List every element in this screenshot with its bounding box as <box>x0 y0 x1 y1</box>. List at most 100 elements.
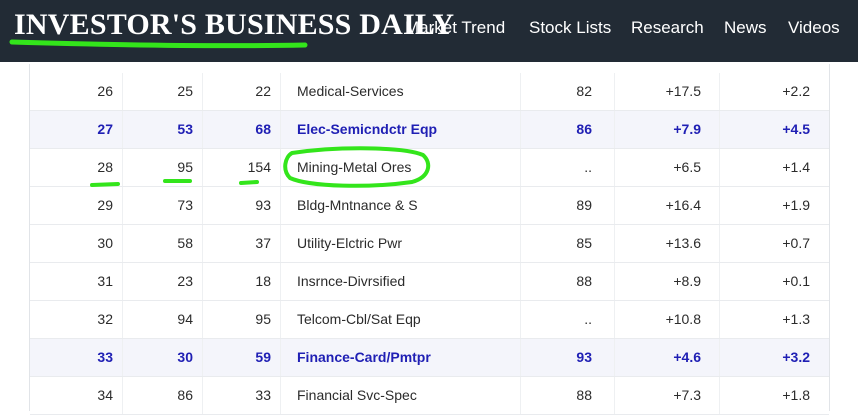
table-row[interactable]: 28 95 154 Mining-Metal Ores.. +6.5 +1.4 <box>30 149 829 187</box>
six-week-rank-cell: 59 <box>255 349 271 365</box>
rank-cell: 30 <box>97 235 113 251</box>
column-divider <box>614 301 615 338</box>
column-divider <box>122 301 123 338</box>
prev-rank-cell: 86 <box>177 387 193 403</box>
prev-rank-cell: 53 <box>177 121 193 137</box>
group-name-cell[interactable]: Bldg-Mntnance & S <box>297 197 418 213</box>
column-divider <box>202 149 203 186</box>
group-name-cell[interactable]: Financial Svc-Spec <box>297 387 417 403</box>
industry-group-table: 26 25 22 Medical-Services 82 +17.5 +2.2 27 53 68 E… <box>29 64 830 415</box>
composite-rating-cell: 93 <box>576 349 592 365</box>
rank-cell: 29 <box>97 197 113 213</box>
ytd-change-cell: +13.6 <box>665 235 701 251</box>
nav-videos[interactable]: Videos <box>788 18 840 37</box>
column-divider <box>202 263 203 300</box>
column-divider <box>614 225 615 262</box>
rank-cell: 27 <box>97 121 113 137</box>
column-divider <box>280 225 281 262</box>
column-divider <box>122 263 123 300</box>
daily-change-cell: +1.3 <box>782 311 810 327</box>
nav-market-trend[interactable]: Market Trend <box>405 18 506 37</box>
column-divider <box>280 187 281 224</box>
column-divider <box>719 377 720 414</box>
group-name-cell[interactable]: Utility-Elctric Pwr <box>297 235 402 251</box>
column-divider <box>719 73 720 110</box>
nav-stock-lists[interactable]: Stock Lists <box>529 18 612 37</box>
group-name-cell[interactable]: Elec-Semicndctr Eqp <box>297 121 438 137</box>
rank-cell: 34 <box>97 387 113 403</box>
six-week-rank-cell: 37 <box>255 235 271 251</box>
group-name-cell[interactable]: Finance-Card/Pmtpr <box>297 349 431 365</box>
column-divider <box>614 263 615 300</box>
daily-change-cell: +1.8 <box>782 387 810 403</box>
composite-rating-cell: 86 <box>576 121 592 137</box>
column-divider <box>520 149 521 186</box>
table-row[interactable]: 34 86 33 Financial Svc-Spec 88 +7.3 +1.8 <box>30 377 829 415</box>
daily-change-cell: +0.1 <box>782 273 810 289</box>
daily-change-cell: +4.5 <box>782 121 810 137</box>
column-divider <box>520 73 521 110</box>
column-divider <box>122 111 123 148</box>
column-divider <box>202 187 203 224</box>
group-name-cell[interactable]: Insrnce-Divrsified <box>297 273 406 289</box>
ytd-change-cell: +17.5 <box>665 83 701 99</box>
ytd-change-cell: +4.6 <box>673 349 701 365</box>
composite-rating-cell: 88 <box>576 387 592 403</box>
daily-change-cell: +3.2 <box>782 349 810 365</box>
table-row[interactable]: 30 58 37 Utility-Elctric Pwr 85 +13.6 +0.7 <box>30 225 829 263</box>
table-row[interactable]: 27 53 68 Elec-Semicndctr Eqp 86 +7.9 +4.5 <box>30 111 829 149</box>
composite-rating-cell: 88 <box>576 273 592 289</box>
composite-rating-cell: 85 <box>576 235 592 251</box>
six-week-rank-cell: 22 <box>255 83 271 99</box>
column-divider <box>202 339 203 376</box>
group-name-cell[interactable]: Mining-Metal Ores <box>297 159 412 175</box>
column-divider <box>122 339 123 376</box>
group-name-cell[interactable]: Medical-Services <box>297 83 404 99</box>
composite-rating-cell: 89 <box>576 197 592 213</box>
column-divider <box>122 73 123 110</box>
group-name-cell[interactable]: Telcom-Cbl/Sat Eqp <box>297 311 421 327</box>
column-divider <box>719 111 720 148</box>
column-divider <box>280 377 281 414</box>
table-row[interactable]: 32 94 95 Telcom-Cbl/Sat Eqp.. +10.8 +1.3 <box>30 301 829 339</box>
prev-rank-cell: 23 <box>177 273 193 289</box>
ytd-change-cell: +10.8 <box>665 311 701 327</box>
table-row[interactable]: 29 73 93 Bldg-Mntnance & S 89 +16.4 +1.9 <box>30 187 829 225</box>
site-logo[interactable]: INVESTOR'S BUSINESS DAILY <box>14 8 455 41</box>
table-row[interactable]: 31 23 18 Insrnce-Divrsified 88 +8.9 +0.1 <box>30 263 829 301</box>
six-week-rank-cell: 95 <box>255 311 271 327</box>
column-divider <box>719 225 720 262</box>
column-divider <box>520 225 521 262</box>
six-week-rank-cell: 154 <box>247 159 271 175</box>
prev-rank-cell: 58 <box>177 235 193 251</box>
nav-research[interactable]: Research <box>631 18 704 37</box>
column-divider <box>520 187 521 224</box>
rank-cell: 28 <box>97 159 113 175</box>
column-divider <box>280 339 281 376</box>
ytd-change-cell: +8.9 <box>673 273 701 289</box>
column-divider <box>520 263 521 300</box>
prev-rank-cell: 94 <box>177 311 193 327</box>
column-divider <box>122 149 123 186</box>
rank-cell: 33 <box>97 349 113 365</box>
column-divider <box>614 73 615 110</box>
six-week-rank-cell: 93 <box>255 197 271 213</box>
site-header: INVESTOR'S BUSINESS DAILY Market Trend S… <box>0 0 858 62</box>
rank-cell: 26 <box>97 83 113 99</box>
column-divider <box>280 149 281 186</box>
column-divider <box>614 111 615 148</box>
prev-rank-cell: 25 <box>177 83 193 99</box>
column-divider <box>614 187 615 224</box>
rank-cell: 32 <box>97 311 113 327</box>
prev-rank-cell: 73 <box>177 197 193 213</box>
column-divider <box>280 111 281 148</box>
daily-change-cell: +1.9 <box>782 197 810 213</box>
six-week-rank-cell: 68 <box>255 121 271 137</box>
column-divider <box>280 263 281 300</box>
table-row[interactable]: 33 30 59 Finance-Card/Pmtpr 93 +4.6 +3.2 <box>30 339 829 377</box>
table-row[interactable]: 26 25 22 Medical-Services 82 +17.5 +2.2 <box>30 73 829 111</box>
column-divider <box>122 225 123 262</box>
nav-news[interactable]: News <box>724 18 767 37</box>
ytd-change-cell: +6.5 <box>673 159 701 175</box>
daily-change-cell: +0.7 <box>782 235 810 251</box>
